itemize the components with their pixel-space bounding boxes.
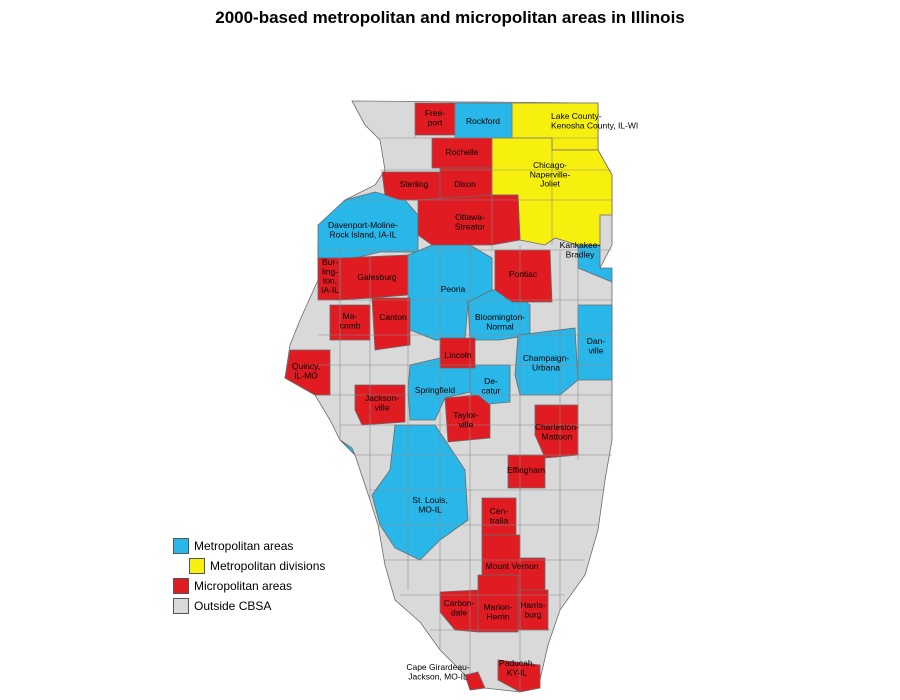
- label-centralia: Cen-tralia: [490, 506, 509, 525]
- label-springfield: Springfield: [415, 385, 455, 395]
- label-galesburg: Galesburg: [357, 272, 396, 282]
- label-decatur: De-catur: [482, 376, 501, 395]
- label-pontiac: Pontiac: [509, 269, 538, 279]
- label-freeport: Free-port: [425, 108, 445, 127]
- area-labels: Free-port Rockford Lake County-Kenosha C…: [292, 108, 638, 681]
- label-champaign: Champaign-Urbana: [523, 353, 569, 372]
- label-mtvernon: Mount Vernon: [486, 561, 539, 571]
- legend-item-metro: Metropolitan areas: [173, 536, 325, 556]
- label-quincy: Quincy, IL-MO: [292, 361, 320, 380]
- county-borders: [300, 100, 612, 692]
- legend-item-micro: Micropolitan areas: [173, 576, 325, 596]
- label-macomb: Ma-comb: [340, 311, 361, 330]
- label-rockford: Rockford: [466, 116, 500, 126]
- legend-swatch-division: [189, 558, 205, 574]
- area-stlouis-ne: [339, 439, 356, 456]
- label-danville: Dan-ville: [587, 336, 606, 355]
- label-carbondale: Carbon-dale: [444, 598, 475, 617]
- legend-swatch-metro: [173, 538, 189, 554]
- label-stlouis: St. Louis, MO-IL: [412, 495, 447, 514]
- area-ottawa: [417, 194, 521, 246]
- legend-label-division: Metropolitan divisions: [210, 559, 326, 573]
- legend-swatch-outside: [173, 598, 189, 614]
- label-harrisburg: Harris-burg: [520, 600, 546, 619]
- legend-label-outside: Outside CBSA: [194, 599, 272, 613]
- label-kankakee: Kankakee-Bradley: [560, 240, 601, 259]
- label-ottawa: Ottawa-Streator: [455, 212, 485, 231]
- label-cape: Cape Girardeau-Jackson, MO-IL: [406, 662, 469, 681]
- label-chicago: Chicago-Naperville-Joliet: [530, 160, 571, 189]
- legend-label-metro: Metropolitan areas: [194, 539, 294, 553]
- legend-item-outside: Outside CBSA: [173, 596, 325, 616]
- label-burlington: Bur-ling-ton, IA-IL: [321, 257, 339, 295]
- area-canton: [371, 297, 411, 351]
- label-lincoln: Lincoln: [445, 350, 472, 360]
- label-charleston: Charleston-Mattoon: [535, 422, 579, 441]
- label-peoria: Peoria: [441, 284, 466, 294]
- area-charleston: [534, 404, 579, 459]
- map-title: 2000-based metropolitan and micropolitan…: [215, 8, 685, 27]
- label-dixon: Dixon: [454, 179, 476, 189]
- area-cape: [464, 671, 486, 691]
- label-bloomington: Bloomington-Normal: [475, 312, 525, 331]
- area-paducah: [497, 659, 541, 693]
- area-quincy: [284, 349, 331, 396]
- label-davenport: Davenport-Moline-Rock Island, IA-IL: [328, 220, 398, 239]
- label-paducah: Paducah, KY-IL: [499, 658, 535, 677]
- area-stlouis: [371, 424, 469, 561]
- label-jacksonville: Jackson-ville: [365, 393, 399, 412]
- legend-item-division: Metropolitan divisions: [173, 556, 325, 576]
- area-taylorville: [444, 394, 491, 443]
- legend-swatch-micro: [173, 578, 189, 594]
- legend: Metropolitan areas Metropolitan division…: [173, 536, 325, 616]
- legend-label-micro: Micropolitan areas: [194, 579, 293, 593]
- label-marion: Marion-Herrin: [484, 602, 513, 621]
- label-taylorville: Taylor-ville: [453, 410, 479, 429]
- label-canton: Canton: [379, 312, 407, 322]
- label-lake: Lake County-Kenosha County, IL-WI: [551, 111, 638, 130]
- label-rochelle: Rochelle: [445, 147, 478, 157]
- area-marion: [477, 574, 519, 633]
- label-effingham: Effingham: [507, 465, 545, 475]
- label-sterling: Sterling: [400, 179, 429, 189]
